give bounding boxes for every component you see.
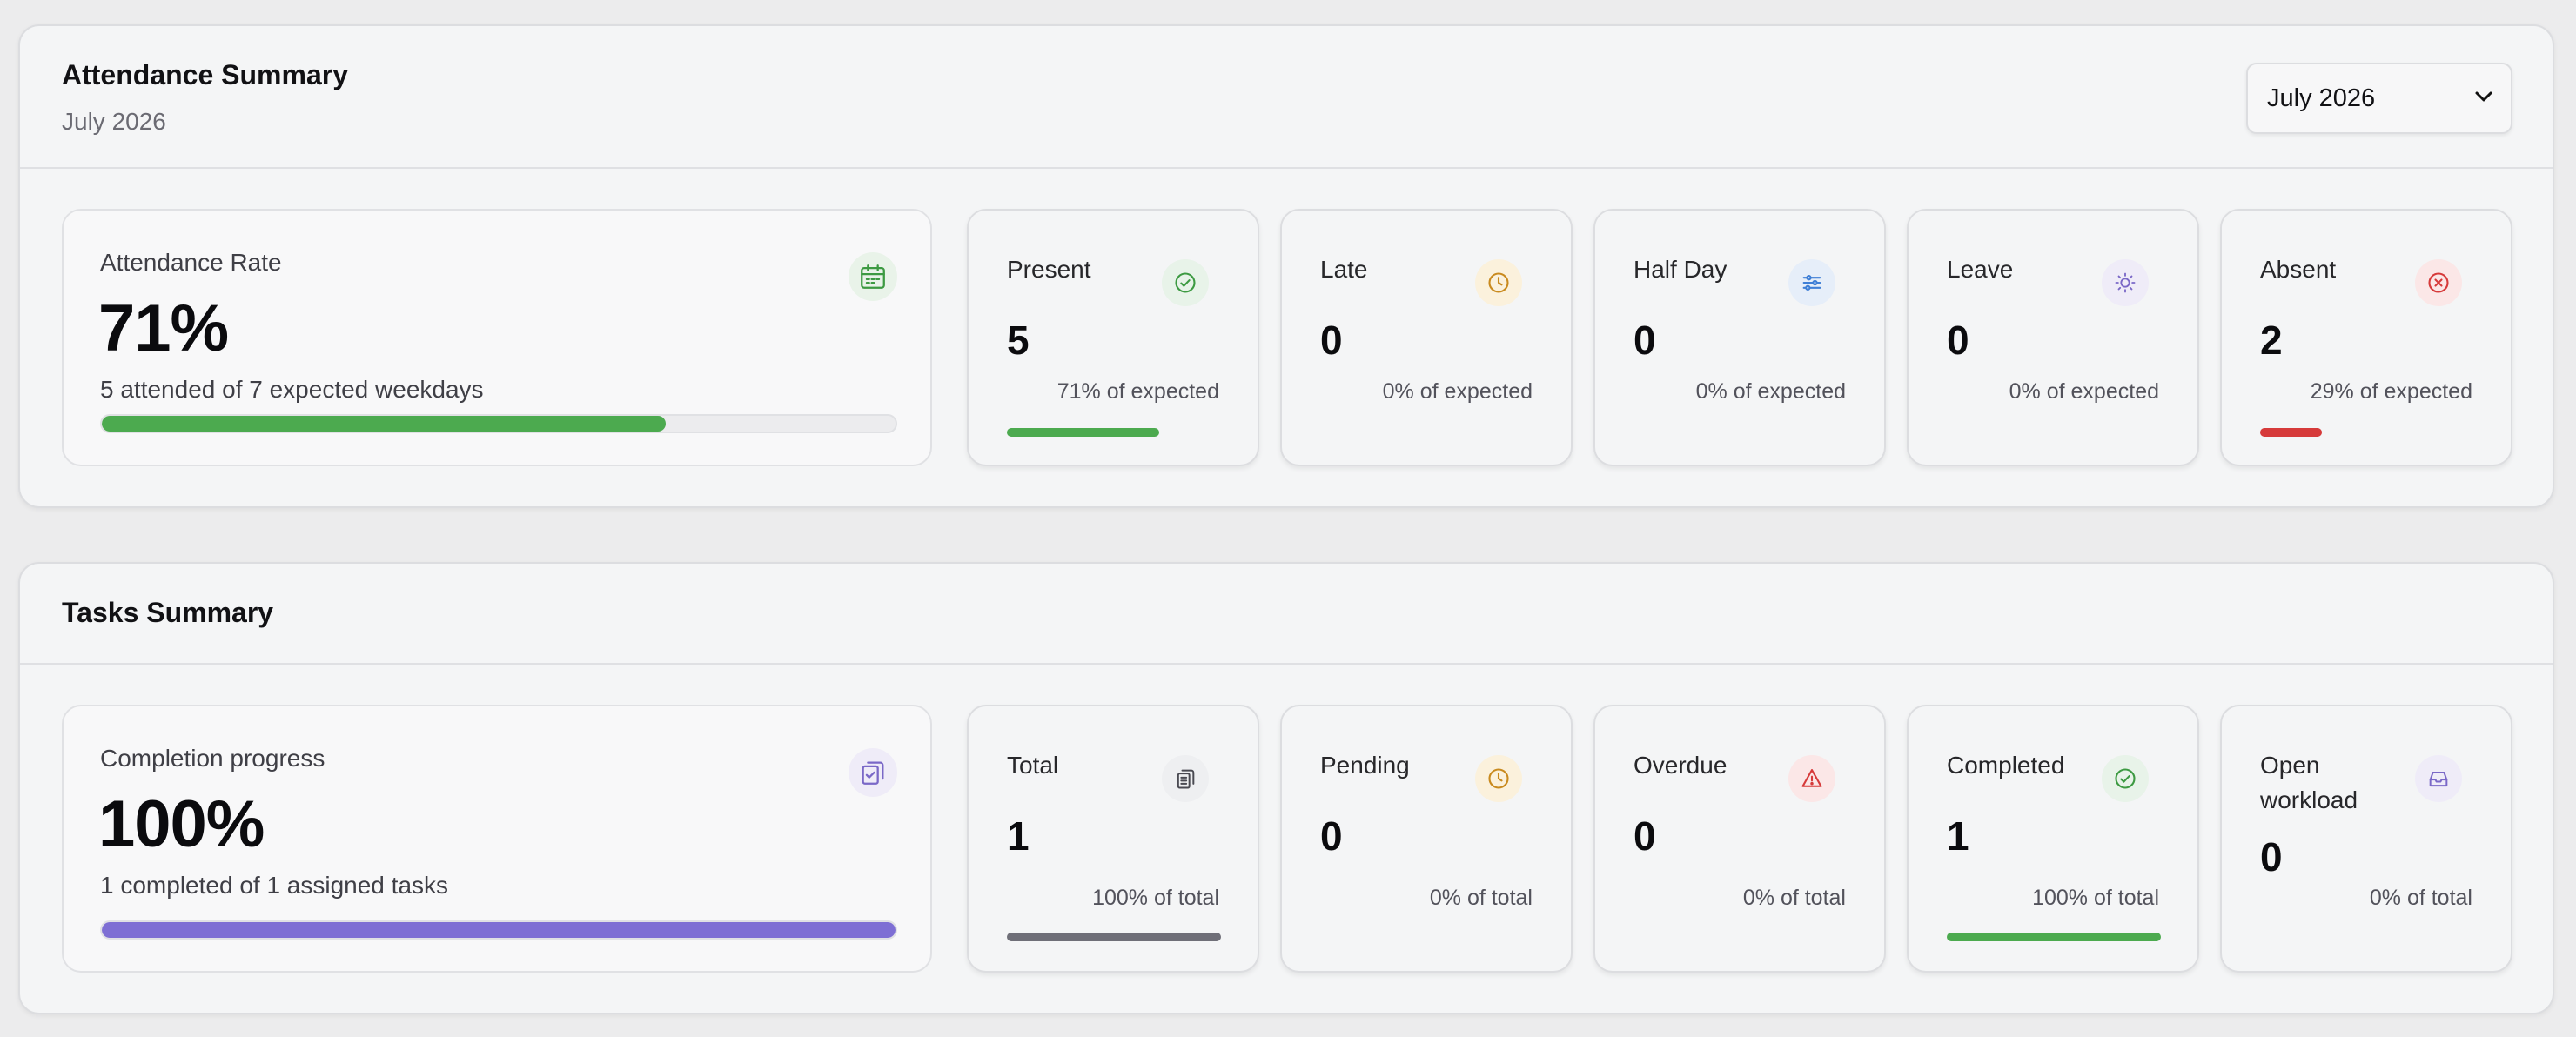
stat-progress-bar	[1007, 933, 1221, 941]
attendance-summary-header: Attendance Summary July 2026 July 2026	[20, 26, 2553, 169]
warning-icon	[1788, 755, 1835, 802]
stat-value: 1	[1007, 813, 1030, 859]
stat-progress-bar	[2260, 428, 2323, 437]
stat-caption: 0% of total	[1742, 886, 1846, 910]
stat-value: 2	[2260, 318, 2283, 363]
chevron-down-icon	[2474, 90, 2493, 103]
stat-card-late: Late 0 0% of expected	[1280, 209, 1573, 466]
check-circle-icon	[1162, 259, 1209, 306]
stat-progress-bar	[1007, 428, 1159, 437]
month-select-value: July 2026	[2267, 84, 2376, 112]
attendance-rate-value: 71%	[98, 291, 229, 365]
stat-card-total: Total 1 100% of total	[967, 705, 1259, 973]
stat-progress-bar	[1947, 933, 2161, 941]
stat-value: 0	[1633, 813, 1656, 859]
inbox-icon	[2415, 755, 2462, 802]
stat-label: Open workload	[2260, 752, 2358, 813]
completion-progress-card: Completion progress 100% 1 completed of …	[62, 705, 932, 973]
stat-caption: 100% of total	[2032, 886, 2159, 910]
attendance-rate-caption: 5 attended of 7 expected weekdays	[100, 376, 484, 403]
sliders-icon	[1788, 259, 1835, 306]
stat-label: Present	[1007, 256, 1091, 283]
stat-card-present: Present 5 71% of expected	[967, 209, 1259, 466]
stat-caption: 0% of expected	[2009, 379, 2159, 404]
stat-label: Half Day	[1633, 256, 1727, 283]
stat-label: Overdue	[1633, 752, 1727, 779]
check-circle-icon	[2102, 755, 2149, 802]
stat-value: 0	[1633, 318, 1656, 363]
attendance-rate-progress-track	[100, 414, 897, 433]
clipboard-icon	[1162, 755, 1209, 802]
stat-label: Total	[1007, 752, 1059, 779]
attendance-summary-subtitle: July 2026	[62, 108, 166, 135]
stat-value: 0	[2260, 834, 2283, 880]
tasks-summary-panel: Tasks Summary Completion progress 100% 1…	[18, 562, 2554, 1014]
stat-value: 1	[1947, 813, 1969, 859]
clock-icon	[1475, 259, 1522, 306]
stat-card-open-workload: Open workload 0 0% of total	[2220, 705, 2512, 973]
completion-progress-caption: 1 completed of 1 assigned tasks	[100, 872, 449, 899]
stat-card-overdue: Overdue 0 0% of total	[1593, 705, 1886, 973]
stat-caption: 0% of total	[2369, 886, 2472, 910]
stat-caption: 0% of total	[1429, 886, 1533, 910]
x-circle-icon	[2415, 259, 2462, 306]
completion-progress-label: Completion progress	[100, 745, 325, 772]
month-select[interactable]: July 2026	[2246, 63, 2512, 134]
sun-icon	[2102, 259, 2149, 306]
stat-label: Absent	[2260, 256, 2337, 283]
stat-label: Late	[1320, 256, 1368, 283]
completion-progress-fill	[102, 922, 896, 938]
stat-value: 0	[1320, 318, 1343, 363]
attendance-rate-label: Attendance Rate	[100, 249, 282, 276]
stat-caption: 0% of expected	[1382, 379, 1533, 404]
completion-progress-value: 100%	[98, 787, 265, 861]
stat-card-leave: Leave 0 0% of expected	[1907, 209, 2199, 466]
attendance-rate-card: Attendance Rate 71% 5 attended of 7 expe…	[62, 209, 932, 466]
stat-value: 0	[1320, 813, 1343, 859]
clock-icon	[1475, 755, 1522, 802]
tasks-summary-header: Tasks Summary	[20, 564, 2553, 665]
stat-label: Leave	[1947, 256, 2014, 283]
stat-card-completed: Completed 1 100% of total	[1907, 705, 2199, 973]
attendance-summary-title: Attendance Summary	[62, 59, 348, 90]
stat-label: Pending	[1320, 752, 1410, 779]
tasks-summary-title: Tasks Summary	[62, 597, 274, 628]
stat-caption: 29% of expected	[2310, 379, 2472, 404]
stat-value: 0	[1947, 318, 1969, 363]
attendance-summary-panel: Attendance Summary July 2026 July 2026 A…	[18, 24, 2554, 508]
completion-progress-track	[100, 920, 897, 940]
stat-card-pending: Pending 0 0% of total	[1280, 705, 1573, 973]
stat-caption: 100% of total	[1092, 886, 1219, 910]
stat-value: 5	[1007, 318, 1030, 363]
stat-caption: 71% of expected	[1057, 379, 1219, 404]
stat-card-half-day: Half Day 0 0% of expected	[1593, 209, 1886, 466]
attendance-rate-progress-fill	[102, 416, 666, 432]
calendar-icon	[849, 252, 897, 301]
stat-label: Completed	[1947, 752, 2065, 779]
stat-card-absent: Absent 2 29% of expected	[2220, 209, 2512, 466]
clipboard-check-icon	[849, 748, 897, 797]
stat-caption: 0% of expected	[1695, 379, 1846, 404]
